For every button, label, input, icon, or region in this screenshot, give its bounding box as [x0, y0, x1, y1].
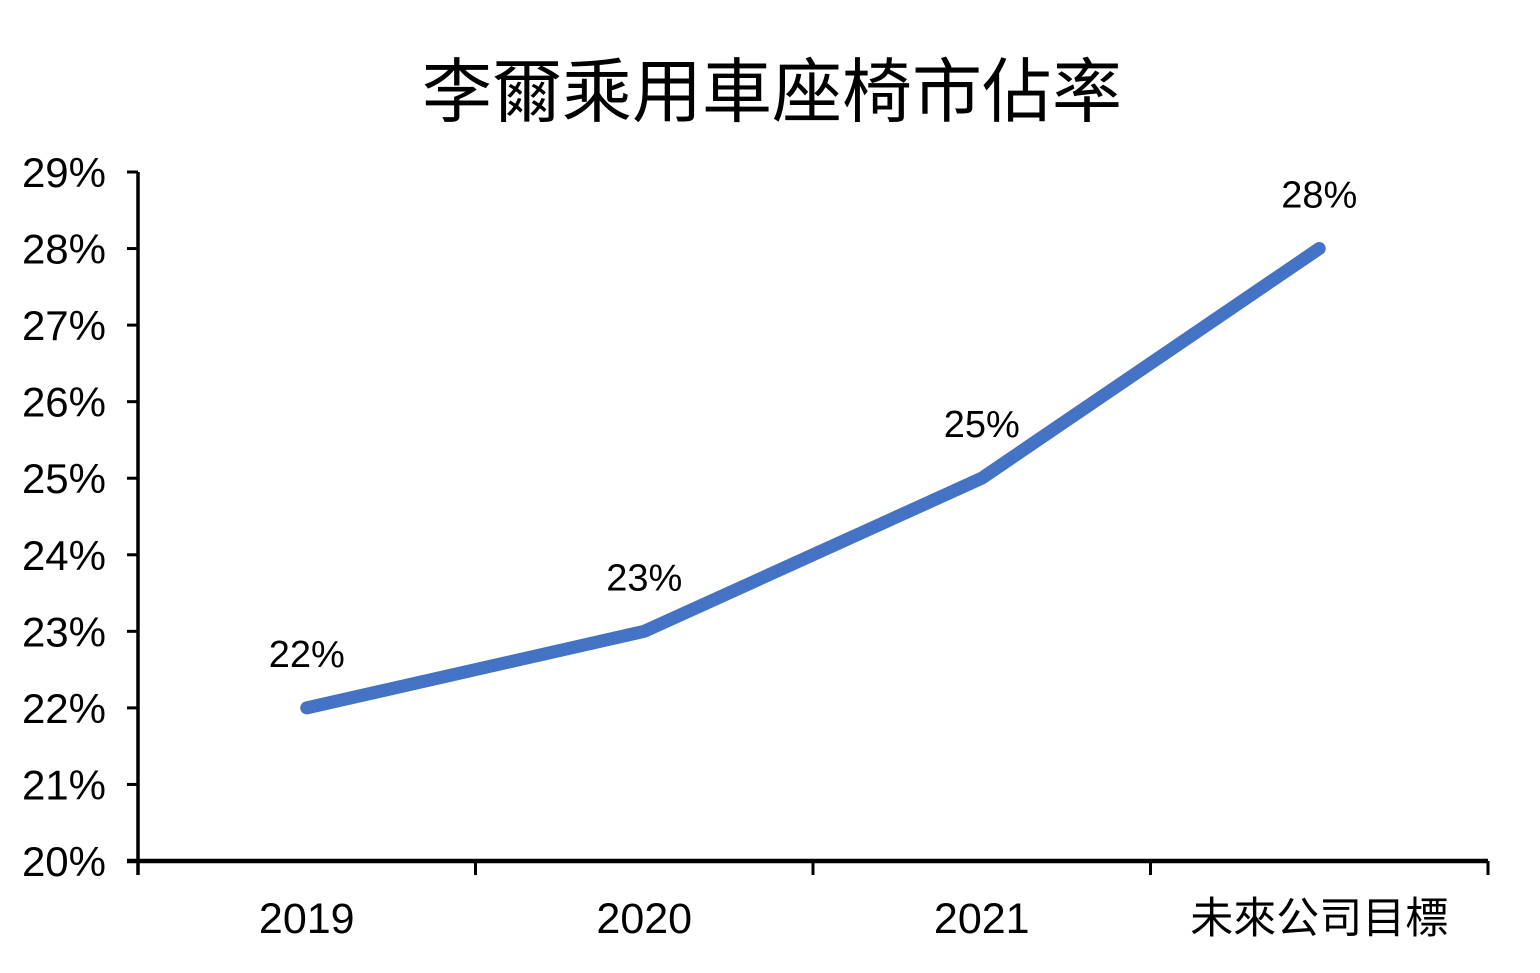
x-tick-label-0: 2019 [259, 895, 355, 943]
y-tick-label-26: 26% [22, 379, 106, 426]
y-tick-label-22: 22% [22, 685, 106, 732]
series-group [300, 242, 1326, 715]
data-labels-group: 22% 23% 25% 28% [269, 175, 1358, 676]
y-tick-label-23: 23% [22, 608, 106, 655]
y-tick-label-27: 27% [22, 302, 106, 349]
x-tick-label-1: 2020 [596, 895, 692, 943]
y-tick-label-21: 21% [22, 761, 106, 808]
y-axis-ticks: 20% 21% 22% 23% 24% 25% 26% 27% 28% 29% [22, 149, 138, 885]
x-tick-label-3: 未來公司目標 [1190, 896, 1448, 943]
x-axis-ticks: 2019 2020 2021 未來公司目標 [259, 861, 1490, 943]
data-label-2019: 22% [269, 634, 345, 676]
y-tick-label-24: 24% [22, 532, 106, 579]
data-label-未來公司目標: 28% [1281, 175, 1357, 217]
x-tick-label-2: 2021 [934, 895, 1030, 943]
y-tick-label-20: 20% [22, 838, 106, 885]
data-label-2020: 23% [606, 557, 682, 599]
axes-group [127, 172, 1488, 875]
y-tick-label-25: 25% [22, 455, 106, 502]
y-tick-label-29: 29% [22, 149, 106, 196]
data-line-0 [300, 242, 1326, 715]
data-label-2021: 25% [944, 404, 1020, 446]
chart-title: 李爾乘用車座椅市佔率 [422, 55, 1122, 132]
y-tick-label-28: 28% [22, 226, 106, 273]
